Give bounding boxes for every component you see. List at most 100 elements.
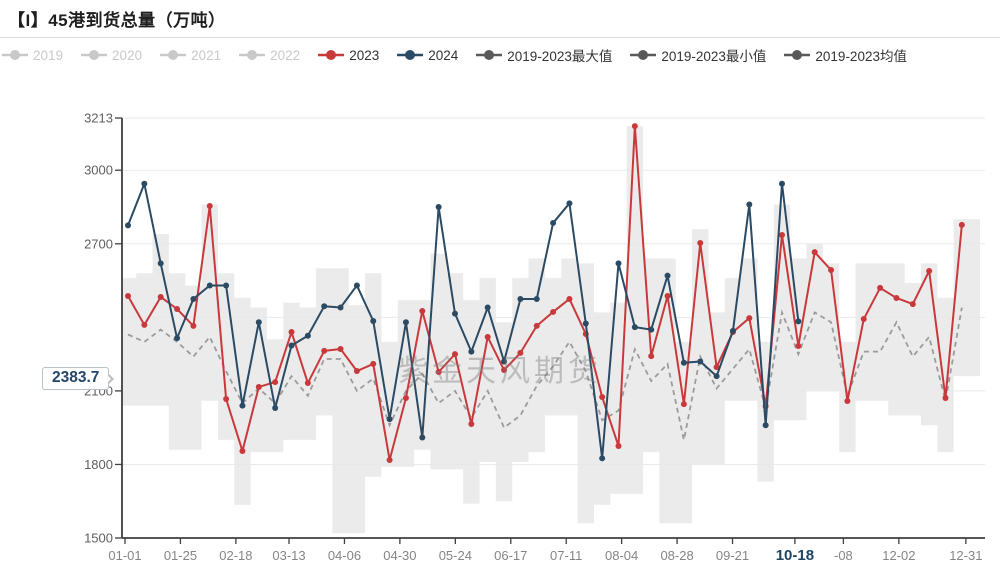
series-2023-point[interactable] [272, 379, 279, 386]
series-2024-point[interactable] [174, 335, 181, 342]
series-2024-point[interactable] [746, 201, 753, 208]
series-2024-point[interactable] [648, 326, 655, 333]
series-2023-point[interactable] [958, 221, 965, 228]
series-2023-point[interactable] [631, 123, 638, 130]
series-2023-point[interactable] [484, 333, 491, 340]
series-2023-point[interactable] [157, 293, 164, 300]
series-2024-point[interactable] [582, 320, 589, 327]
series-2023-point[interactable] [713, 364, 720, 371]
legend-item-2020[interactable]: 2020 [81, 48, 142, 63]
series-2024-point[interactable] [517, 295, 524, 302]
legend-item-2019-2023均值[interactable]: 2019-2023均值 [784, 45, 907, 65]
series-2023-point[interactable] [174, 305, 181, 312]
series-2024-point[interactable] [206, 282, 213, 289]
series-2023-point[interactable] [255, 383, 262, 390]
series-2023-point[interactable] [828, 267, 835, 274]
series-2024-point[interactable] [501, 358, 508, 365]
legend-item-2021[interactable]: 2021 [160, 48, 221, 63]
series-2024-point[interactable] [468, 348, 475, 355]
series-2023-point[interactable] [239, 447, 246, 454]
series-2023-point[interactable] [125, 293, 131, 300]
series-2024-point[interactable] [353, 282, 360, 289]
series-2024-point[interactable] [762, 422, 769, 429]
series-2024-point[interactable] [631, 324, 638, 331]
series-2023-point[interactable] [909, 301, 916, 308]
series-2024-point[interactable] [141, 180, 148, 187]
legend-item-2019[interactable]: 2019 [2, 48, 63, 63]
series-2024-point[interactable] [419, 434, 426, 441]
series-2024-point[interactable] [697, 358, 704, 365]
series-2024-point[interactable] [255, 319, 262, 326]
series-2024-point[interactable] [680, 359, 687, 366]
series-2024-point[interactable] [288, 342, 295, 349]
series-2023-point[interactable] [321, 347, 328, 354]
legend-item-2019-2023最小值[interactable]: 2019-2023最小值 [630, 45, 766, 65]
series-2023-point[interactable] [664, 293, 671, 300]
series-2024-point[interactable] [370, 318, 377, 325]
series-2023-point[interactable] [795, 343, 802, 350]
series-2024-point[interactable] [550, 219, 557, 226]
series-2024-point[interactable] [304, 332, 311, 339]
series-2024-point[interactable] [795, 318, 802, 325]
series-2023-point[interactable] [402, 395, 409, 401]
series-2023-point[interactable] [386, 457, 393, 464]
series-2023-point[interactable] [370, 360, 377, 367]
series-2023-point[interactable] [877, 284, 884, 291]
series-2024-point[interactable] [272, 405, 279, 412]
series-2023-point[interactable] [893, 294, 900, 301]
legend-item-2024[interactable]: 2024 [397, 48, 458, 63]
series-2024-point[interactable] [484, 304, 491, 311]
series-2024-point[interactable] [664, 272, 671, 279]
series-2023-point[interactable] [811, 249, 818, 256]
series-2023-point[interactable] [190, 322, 197, 329]
series-2024-point[interactable] [729, 327, 736, 334]
series-2024-point[interactable] [321, 303, 328, 310]
series-2023-point[interactable] [860, 316, 867, 323]
series-2024-point[interactable] [337, 304, 344, 311]
series-2023-point[interactable] [566, 295, 573, 302]
series-2023-point[interactable] [206, 203, 213, 210]
series-2023-point[interactable] [746, 315, 753, 322]
series-2024-point[interactable] [533, 295, 540, 302]
legend-item-2022[interactable]: 2022 [239, 48, 300, 63]
series-2023-point[interactable] [844, 397, 851, 404]
series-2024-point[interactable] [713, 373, 720, 380]
series-2023-point[interactable] [304, 380, 311, 387]
series-2024-point[interactable] [157, 260, 164, 267]
series-2023-point[interactable] [452, 351, 458, 358]
series-2023-point[interactable] [337, 345, 344, 352]
series-2024-point[interactable] [125, 222, 131, 229]
series-2023-point[interactable] [779, 231, 785, 238]
series-2024-point[interactable] [615, 260, 622, 267]
series-2023-point[interactable] [141, 321, 148, 328]
series-2023-point[interactable] [926, 267, 933, 274]
series-2024-point[interactable] [239, 402, 246, 409]
series-2024-point[interactable] [779, 180, 785, 187]
series-2024-point[interactable] [452, 310, 458, 317]
series-2024-point[interactable] [435, 204, 442, 211]
series-2023-point[interactable] [468, 420, 475, 427]
series-2024-point[interactable] [386, 416, 393, 423]
series-2024-point[interactable] [599, 455, 606, 462]
legend-item-2023[interactable]: 2023 [318, 48, 379, 63]
series-2023-point[interactable] [615, 443, 622, 450]
series-2023-point[interactable] [648, 353, 655, 360]
series-2023-point[interactable] [942, 395, 949, 401]
series-2023-point[interactable] [533, 322, 540, 329]
series-2024-point[interactable] [190, 295, 197, 302]
series-2023-point[interactable] [288, 329, 295, 336]
series-2024-point[interactable] [402, 319, 409, 326]
series-2023-point[interactable] [697, 240, 704, 247]
series-2024-point[interactable] [566, 200, 573, 207]
series-2023-point[interactable] [517, 349, 524, 356]
series-2023-point[interactable] [223, 395, 230, 402]
series-2023-point[interactable] [680, 401, 687, 408]
series-2023-point[interactable] [419, 307, 426, 314]
series-2023-point[interactable] [550, 308, 557, 315]
series-2023-point[interactable] [435, 369, 442, 376]
series-2024-point[interactable] [223, 282, 230, 289]
series-2023-point[interactable] [599, 394, 606, 401]
series-2023-point[interactable] [501, 367, 508, 374]
series-2023-point[interactable] [353, 368, 360, 375]
